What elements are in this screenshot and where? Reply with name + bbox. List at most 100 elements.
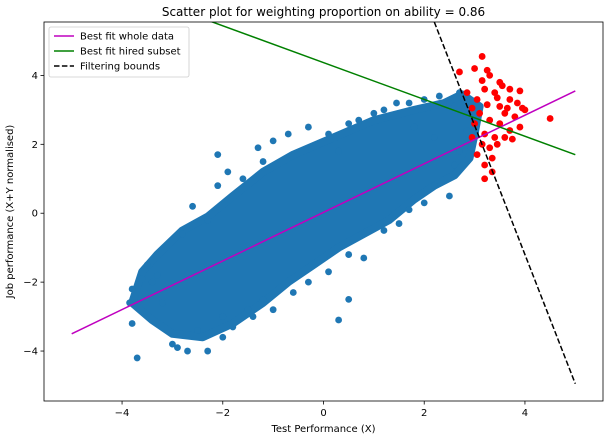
hired-point	[483, 101, 491, 109]
hired-point	[508, 135, 516, 143]
hired-point	[513, 99, 521, 107]
whole-data-point	[420, 199, 428, 207]
hired-point	[496, 103, 504, 110]
hired-point	[476, 109, 484, 117]
hired-point	[506, 96, 514, 103]
hired-point	[501, 134, 509, 141]
whole-data-point	[189, 202, 196, 210]
whole-data-point	[239, 175, 247, 183]
whole-data-point	[148, 278, 156, 286]
hired-point	[516, 123, 524, 131]
hired-point	[473, 151, 481, 159]
hired-point	[486, 144, 494, 152]
hired-point	[516, 87, 524, 95]
scatter-points	[126, 53, 554, 362]
whole-data-point	[269, 306, 277, 314]
best-fit-whole-line	[71, 90, 576, 335]
whole-data-point	[360, 254, 368, 262]
whole-data-point	[410, 123, 418, 131]
x-tick-label: 0	[320, 408, 326, 419]
hired-point	[478, 53, 486, 60]
whole-data-point	[214, 182, 222, 190]
whole-data-point	[345, 251, 353, 258]
hired-point	[473, 96, 481, 103]
whole-data-point	[133, 354, 141, 362]
y-tick-label: −2	[23, 278, 38, 289]
whole-data-point	[174, 344, 181, 351]
whole-data-point	[405, 99, 413, 107]
whole-data-point	[158, 299, 166, 307]
whole-data-point	[219, 333, 227, 341]
y-axis-label: Job performance (X+Y normalised)	[5, 125, 16, 300]
whole-data-point	[284, 130, 292, 138]
whole-data-point	[304, 123, 312, 131]
x-tick-label: 2	[421, 408, 427, 419]
hired-point	[463, 89, 471, 97]
x-axis: −4 −2 0 2 4	[115, 401, 528, 419]
hired-point	[481, 85, 489, 93]
hired-point	[491, 89, 499, 97]
whole-data-point	[229, 323, 237, 331]
whole-data-point	[169, 340, 176, 348]
hired-point	[486, 72, 494, 79]
whole-data-point	[325, 268, 332, 276]
hired-point	[491, 134, 499, 141]
whole-data-point	[380, 106, 388, 114]
hired-point	[493, 94, 501, 102]
y-tick-label: 0	[32, 209, 38, 220]
x-tick-label: −4	[115, 408, 130, 419]
legend-label: Best fit hired subset	[80, 47, 181, 58]
best-fit-hired-line	[210, 22, 576, 156]
hired-point	[506, 85, 514, 93]
hired-point	[488, 154, 496, 162]
legend-label: Best fit whole data	[80, 32, 174, 43]
x-axis-label: Test Performance (X)	[270, 424, 375, 435]
whole-data-point	[345, 120, 353, 128]
chart-title: Scatter plot for weighting proportion on…	[162, 5, 485, 19]
whole-data-point	[395, 220, 403, 227]
whole-data-point	[435, 92, 443, 100]
whole-data-density	[128, 90, 484, 342]
whole-data-point	[219, 313, 227, 320]
whole-data-cloud	[128, 90, 484, 342]
whole-data-point	[446, 99, 453, 107]
whole-data-point	[249, 313, 257, 320]
whole-data-point	[224, 168, 232, 176]
y-tick-label: −4	[23, 347, 38, 358]
whole-data-point	[259, 158, 267, 165]
whole-data-point	[380, 227, 388, 234]
hired-point	[521, 106, 529, 114]
hired-point	[481, 161, 489, 169]
legend-label: Filtering bounds	[80, 62, 160, 73]
y-tick-label: 4	[32, 71, 38, 82]
hired-point	[503, 104, 511, 112]
whole-data-point	[451, 161, 458, 169]
whole-data-point	[179, 230, 186, 238]
whole-data-point	[204, 216, 212, 224]
whole-data-point	[194, 326, 201, 334]
whole-data-point	[335, 316, 343, 324]
hired-point	[471, 65, 478, 72]
hired-point	[486, 116, 494, 124]
whole-data-point	[254, 144, 262, 152]
whole-data-point	[304, 278, 312, 286]
hired-point	[478, 77, 486, 84]
whole-data-point	[345, 295, 353, 303]
x-tick-label: −2	[215, 408, 230, 419]
whole-data-point	[325, 130, 332, 138]
whole-data-point	[393, 99, 400, 107]
whole-data-point	[259, 295, 267, 303]
whole-data-point	[143, 261, 151, 269]
whole-data-point	[355, 116, 363, 124]
hired-point	[496, 120, 504, 128]
y-tick-label: 2	[32, 140, 38, 151]
whole-data-point	[463, 127, 471, 134]
whole-data-point	[128, 320, 136, 327]
hired-point	[501, 109, 509, 117]
whole-data-point	[153, 271, 161, 279]
legend-box	[48, 26, 190, 78]
hired-point	[483, 66, 491, 74]
whole-data-point	[456, 147, 463, 155]
hired-point	[468, 104, 476, 112]
hired-point	[456, 68, 463, 76]
